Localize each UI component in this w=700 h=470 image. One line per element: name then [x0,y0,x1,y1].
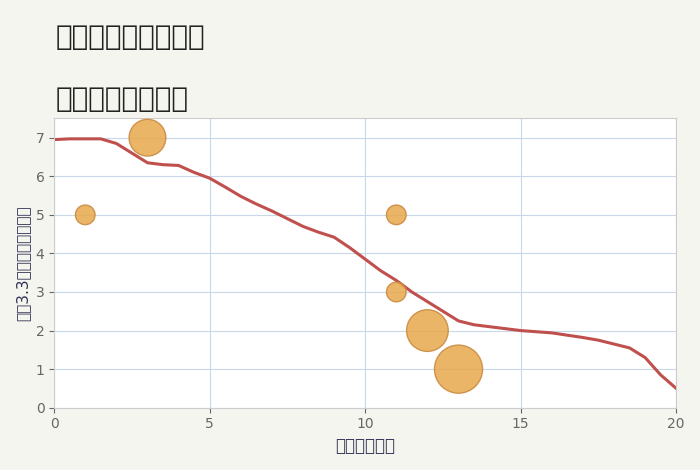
Text: 三重県伊賀市三田の: 三重県伊賀市三田の [56,24,206,52]
Point [80,211,91,219]
Point [453,365,464,373]
Text: 円の大きさは、取引のあった物件面積を示す: 円の大きさは、取引のあった物件面積を示す [0,469,1,470]
Point [142,134,153,141]
Y-axis label: 坪（3.3㎡）単価（万円）: 坪（3.3㎡）単価（万円） [15,205,30,321]
X-axis label: 駅距離（分）: 駅距離（分） [335,437,396,455]
Point [422,327,433,334]
Point [391,211,402,219]
Text: 駅距離別土地価格: 駅距離別土地価格 [56,85,189,113]
Point [391,288,402,296]
